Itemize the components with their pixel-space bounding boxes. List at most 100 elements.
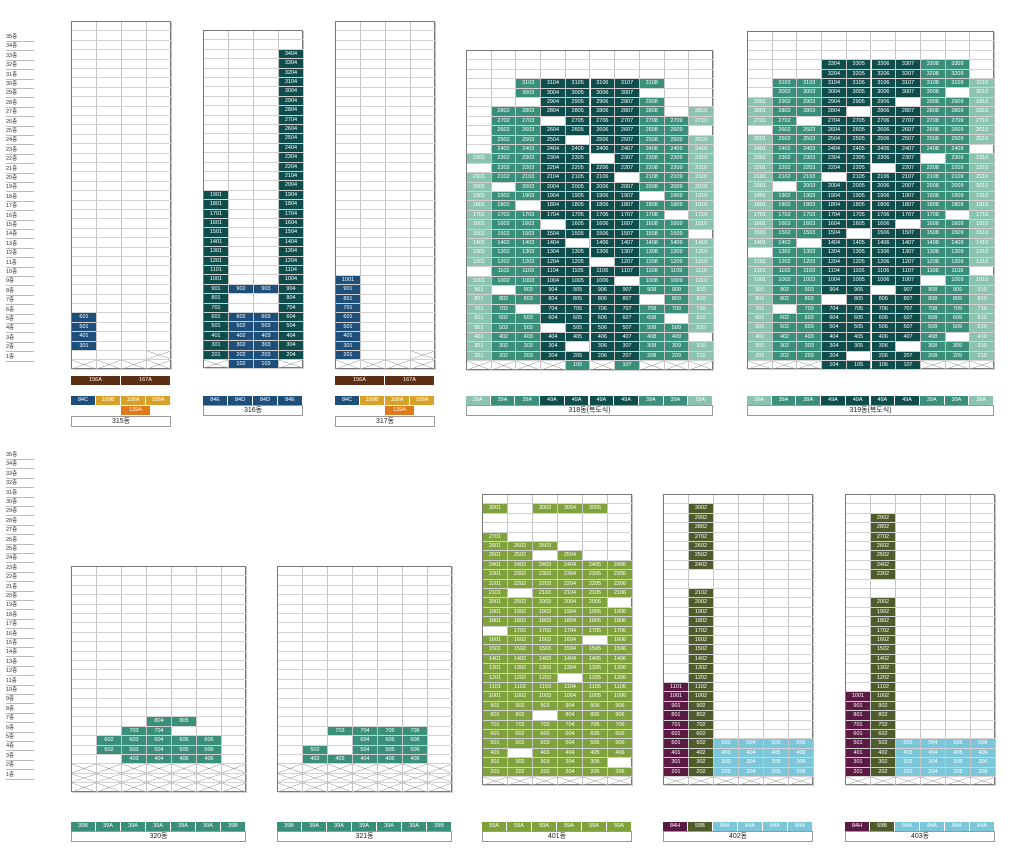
unit-cell: 1306 — [590, 248, 616, 258]
unit-cell: 2010 — [689, 182, 714, 192]
unit-cell — [403, 764, 428, 774]
unit-cell — [254, 200, 279, 210]
unit-cell — [533, 495, 558, 505]
unit-cell: 2302 — [871, 570, 896, 580]
unit-cell: 2010 — [970, 182, 995, 192]
unit-cell — [896, 50, 921, 61]
unit-cell: 3007 — [896, 88, 921, 98]
unit-cell: 1202 — [689, 673, 714, 683]
unit-cell: 2301 — [483, 570, 508, 580]
unit-cell — [254, 40, 279, 50]
unit-cell — [411, 125, 436, 135]
unit-cell: 1902 — [871, 607, 896, 618]
unit-cell — [664, 361, 690, 371]
unit-cell: 2704 — [822, 116, 847, 126]
unit-cell: 1903 — [797, 191, 823, 202]
unit-cell — [896, 513, 921, 524]
unit-cell: 504 — [147, 745, 172, 755]
unit-cell — [533, 777, 558, 787]
unit-cell — [764, 551, 789, 561]
unit-cell: 3204 — [822, 69, 847, 79]
unit-cell — [254, 209, 279, 219]
unit-cell — [386, 322, 411, 333]
unit-cell — [714, 645, 739, 655]
unit-cell — [122, 576, 147, 586]
unit-cell — [789, 654, 814, 665]
unit-cell: 605 — [565, 314, 591, 324]
unit-cell — [72, 585, 97, 596]
unit-cell: 1701 — [204, 209, 229, 219]
unit-cell — [664, 542, 689, 552]
unit-cell: 301 — [846, 758, 871, 768]
unit-cell — [945, 32, 971, 42]
unit-cell — [72, 266, 97, 276]
unit-cell: 2301 — [467, 154, 492, 164]
unit-cell: 2205 — [583, 579, 608, 589]
unit-cell — [946, 664, 971, 674]
unit-type-swatch: 29A — [747, 396, 772, 405]
unit-cell — [920, 32, 946, 42]
unit-cell: 2804 — [541, 107, 566, 117]
unit-cell: 1204 — [541, 257, 566, 268]
building-name: 321동 — [277, 831, 452, 842]
unit-cell: 205 — [764, 767, 789, 777]
floor-label: 33층 — [6, 53, 34, 61]
unit-cell: 408 — [639, 333, 665, 343]
unit-cell — [565, 60, 591, 70]
unit-cell — [739, 730, 764, 740]
unit-cell — [739, 560, 764, 571]
unit-cell — [689, 229, 714, 239]
unit-cell — [72, 285, 97, 295]
unit-cell — [378, 623, 403, 633]
unit-type-swatch: 84A — [713, 822, 738, 831]
unit-cell: 1101 — [664, 683, 689, 693]
unit-cell: 504 — [739, 739, 764, 749]
unit-cell — [204, 172, 229, 182]
unit-cell — [328, 698, 353, 708]
unit-cell — [797, 69, 823, 79]
unit-cell — [204, 96, 229, 107]
unit-cell: 2007 — [896, 182, 921, 192]
unit-cell — [386, 69, 411, 79]
unit-cell — [921, 523, 946, 533]
unit-cell — [303, 661, 328, 671]
unit-cell: 3105 — [565, 79, 591, 89]
unit-cell — [946, 617, 971, 627]
unit-cell: 2109 — [945, 173, 971, 183]
unit-cell: 1106 — [608, 683, 633, 693]
unit-cell: 2002 — [508, 598, 533, 608]
unit-cell — [147, 708, 172, 718]
unit-cell — [361, 257, 386, 267]
unit-cell: 1402 — [491, 239, 517, 249]
unit-cell: 1509 — [945, 229, 971, 239]
unit-cell — [122, 78, 147, 88]
unit-cell — [386, 257, 411, 267]
unit-cell: 701 — [336, 304, 361, 314]
unit-cell — [411, 78, 436, 88]
unit-cell: 1804 — [279, 200, 304, 210]
unit-cell: 2009 — [664, 182, 690, 192]
unit-cell — [508, 495, 533, 505]
unit-cell — [229, 181, 254, 191]
unit-cell — [97, 144, 122, 154]
unit-cell: 902 — [689, 701, 714, 712]
unit-cell — [748, 248, 773, 258]
unit-cell — [921, 513, 946, 524]
unit-cell: 405 — [764, 748, 789, 759]
unit-cell — [971, 692, 996, 702]
unit-cell — [871, 504, 896, 514]
unit-cell — [664, 777, 689, 787]
unit-cell — [72, 106, 97, 116]
unit-cell: 1002 — [772, 276, 798, 286]
unit-cell — [558, 673, 583, 683]
unit-cell — [254, 181, 279, 191]
unit-cell: 810 — [689, 295, 714, 305]
unit-cell — [411, 351, 436, 361]
unit-cell — [378, 783, 403, 793]
unit-cell: 1601 — [748, 220, 773, 230]
unit-cell: 1908 — [920, 191, 946, 202]
unit-cell: 610 — [689, 314, 714, 324]
unit-cell — [664, 626, 689, 636]
unit-cell: 604 — [541, 314, 566, 324]
unit-cell: 1302 — [689, 664, 714, 674]
